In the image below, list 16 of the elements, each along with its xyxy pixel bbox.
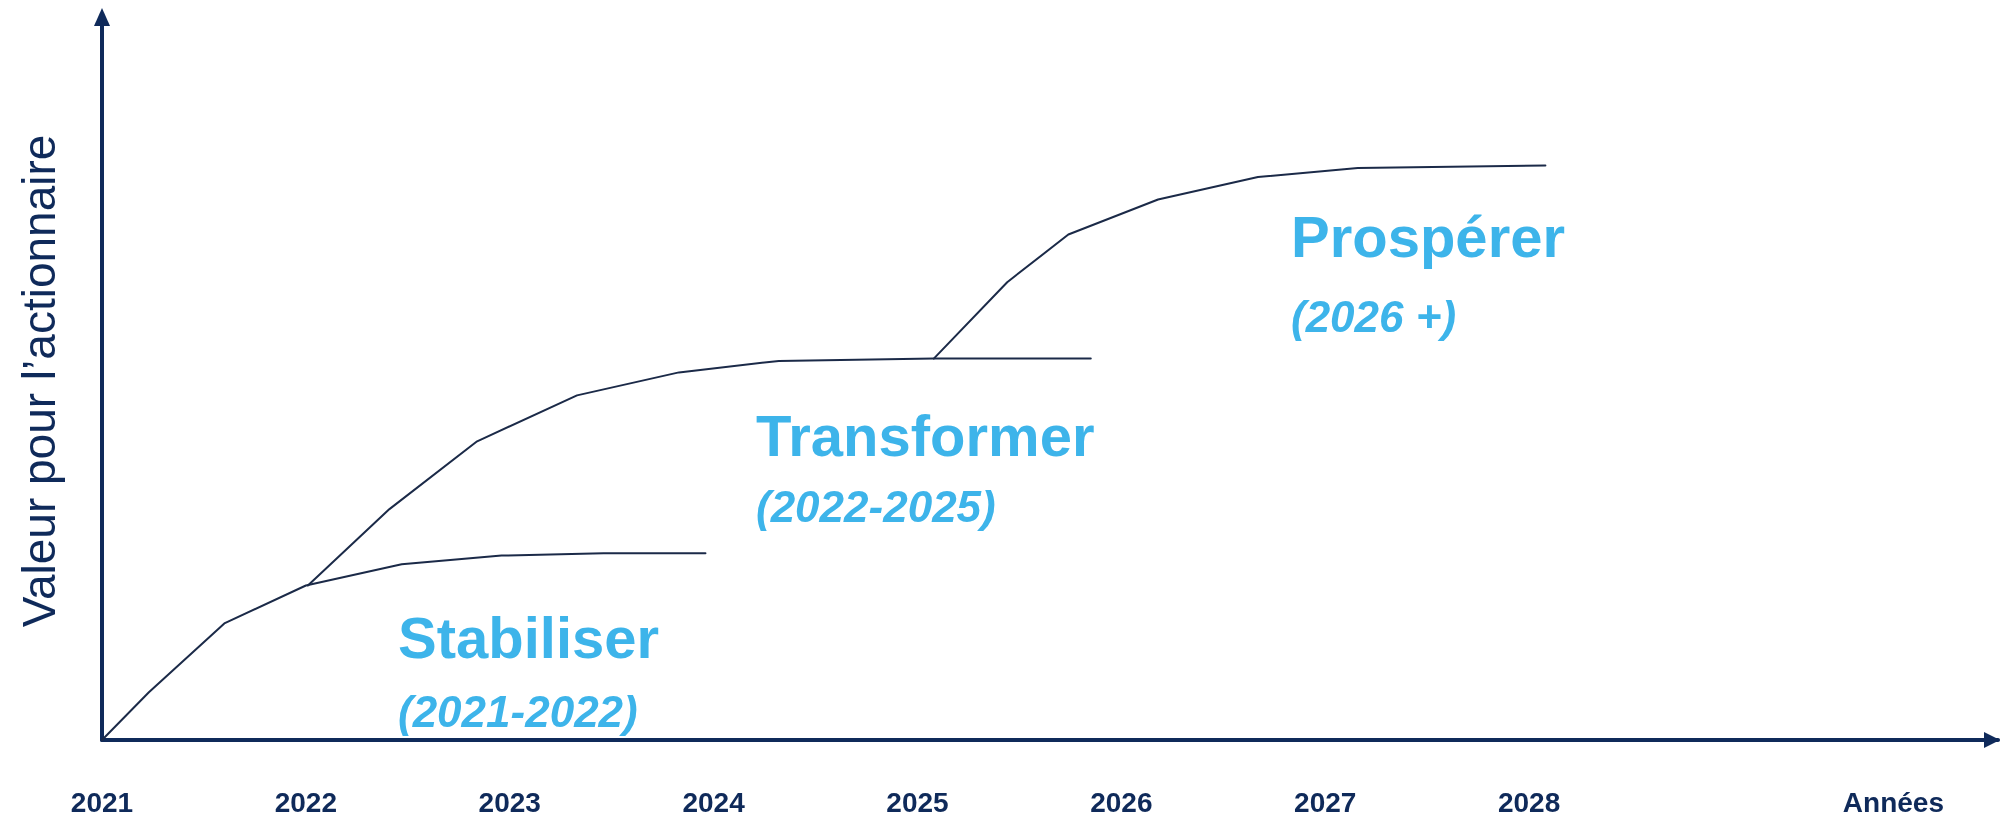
annotation: (2026 +) — [1291, 291, 1457, 341]
annotation: Stabiliser — [398, 604, 660, 670]
x-tick-label: 2023 — [478, 786, 541, 818]
annotation: (2022-2025) — [756, 481, 996, 531]
x-tick-label: 2025 — [886, 786, 949, 818]
x-tick-label: 2024 — [682, 786, 746, 818]
annotation: Transformer — [756, 402, 1095, 468]
x-tick-label: 2027 — [1294, 786, 1357, 818]
x-tick-label: 2026 — [1090, 786, 1153, 818]
annotation: (2021-2022) — [398, 686, 638, 736]
x-tick-label: 2028 — [1497, 786, 1561, 818]
x-tick-label: 2021 — [70, 786, 134, 818]
x-tick-label: 2022 — [274, 786, 338, 818]
y-axis-title: Valeur pour l’actionnaire — [13, 134, 65, 628]
annotation: Prospérer — [1291, 203, 1566, 269]
x-axis-title: Années — [1842, 786, 1945, 818]
